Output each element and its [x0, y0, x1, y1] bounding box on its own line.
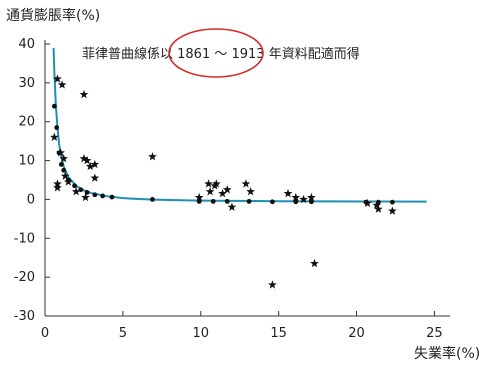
dot-point — [270, 199, 275, 205]
star-point — [71, 187, 81, 196]
dot-point — [61, 167, 67, 173]
dot-point — [84, 190, 90, 195]
star-point — [49, 132, 59, 141]
dot-point — [150, 197, 155, 202]
star-point — [299, 194, 308, 204]
star-point — [218, 189, 227, 198]
star-point — [148, 152, 157, 161]
x-tick-label: 20 — [348, 326, 365, 341]
star-point — [205, 187, 215, 196]
dot-point — [72, 183, 77, 189]
y-tick-label: -10 — [14, 231, 35, 246]
dot-point — [54, 125, 60, 130]
highlight-circle — [168, 28, 264, 78]
y-tick-label: 40 — [18, 37, 35, 52]
dot-point — [65, 177, 71, 183]
y-tick-label: 0 — [27, 192, 35, 207]
y-tick-label: -20 — [14, 270, 35, 285]
star-point — [211, 179, 221, 188]
x-tick-label: 25 — [426, 326, 443, 341]
dot-point — [246, 198, 252, 204]
dot-point — [224, 198, 230, 204]
star-point — [90, 173, 100, 182]
star-point — [291, 192, 301, 202]
star-point — [79, 154, 89, 163]
curve-layer — [52, 47, 427, 203]
star-point — [373, 204, 383, 213]
star-point — [387, 206, 397, 215]
dot-point — [78, 187, 84, 193]
tick-labels: 40 30 20 10 0 -10 -20 -30 0 5 10 15 20 25 — [14, 37, 443, 341]
dot-point — [58, 162, 64, 167]
star-point — [59, 154, 69, 163]
phillips-curve — [52, 47, 427, 203]
y-axis-title: 通貨膨脹率(%) — [6, 7, 100, 24]
star-point — [241, 179, 251, 188]
star-point — [79, 89, 89, 99]
x-tick-label: 15 — [270, 326, 287, 341]
points-layer — [49, 74, 397, 289]
x-tick-label: 5 — [119, 326, 127, 341]
axes — [44, 40, 450, 317]
star-point — [53, 183, 62, 192]
dot-point — [56, 150, 62, 156]
x-tick-label: 10 — [192, 326, 209, 341]
dot-point — [109, 194, 115, 200]
y-tick-label: -30 — [14, 309, 35, 324]
star-point — [53, 74, 62, 83]
star-point — [57, 80, 67, 89]
star-point — [204, 179, 213, 188]
dot-point — [293, 199, 299, 205]
dot-point — [210, 198, 216, 204]
star-point — [310, 258, 319, 268]
star-point — [283, 189, 293, 198]
dot-point — [92, 192, 98, 198]
star-point — [268, 280, 277, 289]
star-point — [227, 202, 237, 211]
dot-point — [363, 199, 369, 205]
dot-point — [308, 199, 314, 205]
star-point — [60, 171, 70, 180]
dot-point — [51, 103, 57, 109]
star-point — [306, 192, 316, 202]
star-point — [90, 159, 100, 169]
star-point — [82, 155, 92, 165]
dot-point — [196, 198, 202, 204]
x-tick-label: 0 — [41, 326, 49, 341]
dot-point — [389, 199, 395, 205]
star-point — [246, 187, 255, 196]
y-tick-label: 20 — [18, 115, 35, 130]
dot-point — [375, 199, 381, 205]
star-point — [81, 192, 90, 202]
star-point — [222, 185, 232, 194]
star-point — [372, 200, 382, 209]
x-axis-title: 失業率(%) — [414, 345, 480, 362]
dot-point — [100, 193, 106, 199]
y-tick-label: 30 — [18, 76, 35, 91]
annotation: 菲律普曲線係以 1861 ～ 1913 年資料配適而得 — [82, 46, 360, 62]
star-point — [85, 161, 95, 171]
star-point — [194, 192, 204, 202]
y-tick-label: 10 — [18, 154, 35, 169]
